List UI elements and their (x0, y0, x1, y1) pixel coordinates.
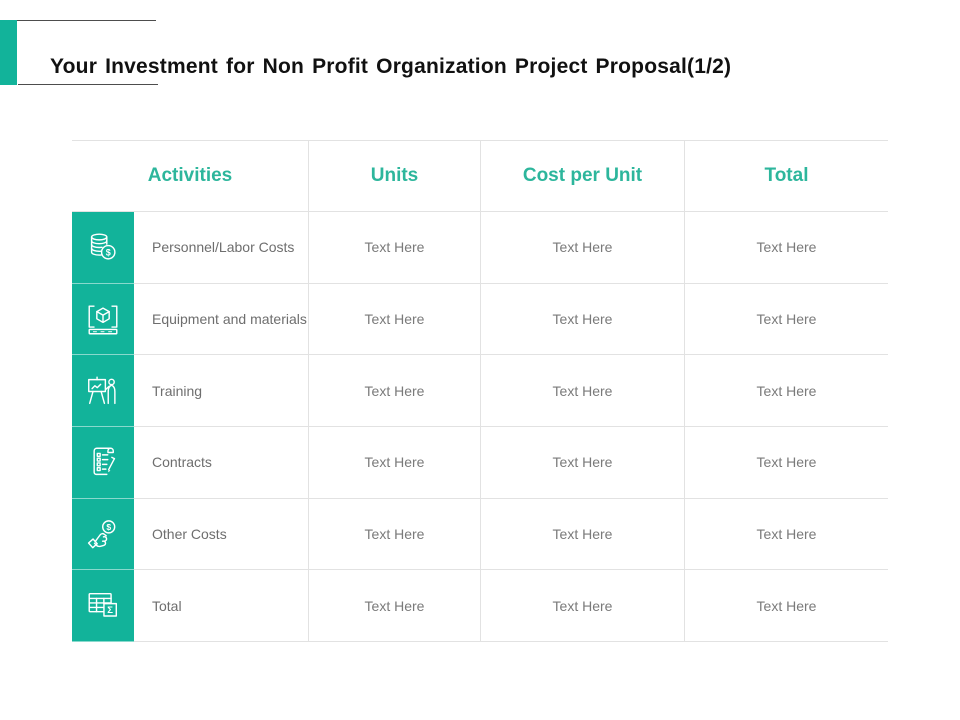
svg-text:Σ: Σ (107, 605, 113, 616)
activity-label: Contracts (152, 454, 212, 471)
table-row: Equipment and materials Text Here Text H… (72, 283, 888, 356)
investment-table: Activities Units Cost per Unit Total $ P… (72, 140, 888, 642)
column-header-cost-per-unit: Cost per Unit (480, 141, 684, 211)
activity-cell: Equipment and materials (72, 283, 308, 356)
equipment-machine-icon (88, 305, 118, 335)
cost-per-unit-cell: Text Here (480, 212, 684, 283)
units-cell: Text Here (308, 355, 480, 426)
total-cell: Text Here (684, 283, 888, 355)
total-cell: Text Here (684, 426, 888, 498)
total-cell: Text Here (684, 355, 888, 426)
column-header-total: Total (684, 141, 888, 211)
table-header-row: Activities Units Cost per Unit Total (72, 140, 888, 212)
row-icon-tile (72, 355, 134, 427)
table-body: $ Personnel/Labor Costs Text Here Text H… (72, 212, 888, 642)
cost-per-unit-cell: Text Here (480, 355, 684, 426)
activity-label: Training (152, 382, 203, 399)
row-icon-tile: $ (72, 212, 134, 284)
activity-label: Equipment and materials (152, 310, 307, 327)
total-cell: Text Here (684, 212, 888, 283)
row-icon-tile: Σ (72, 570, 134, 642)
column-header-units: Units (308, 141, 480, 211)
title-accent-bar (0, 20, 17, 85)
activity-cell: Σ Total (72, 570, 308, 642)
contract-scroll-icon (93, 447, 116, 476)
table-row: $ Personnel/Labor Costs Text Here Text H… (72, 212, 888, 284)
activity-cell: Contracts (72, 426, 308, 499)
activity-cell: $ Personnel/Labor Costs (72, 212, 308, 284)
title-rule-top (17, 20, 156, 21)
cost-per-unit-cell: Text Here (480, 498, 684, 570)
activity-label: Other Costs (152, 525, 227, 542)
activity-label: Personnel/Labor Costs (152, 239, 295, 256)
table-row: Training Text Here Text Here Text Here (72, 355, 888, 427)
table-row: $ Other Costs Text Here Text Here Text H… (72, 498, 888, 571)
units-cell: Text Here (308, 212, 480, 283)
units-cell: Text Here (308, 426, 480, 498)
title-block: Your Investment for Non Profit Organizat… (0, 20, 960, 85)
activity-cell: Training (72, 355, 308, 427)
cost-per-unit-cell: Text Here (480, 570, 684, 641)
title-rule-bottom (18, 84, 158, 85)
units-cell: Text Here (308, 283, 480, 355)
units-cell: Text Here (308, 498, 480, 570)
total-cell: Text Here (684, 498, 888, 570)
svg-text:$: $ (106, 522, 111, 532)
spreadsheet-sigma-icon: Σ (88, 592, 118, 617)
training-presenter-icon (88, 376, 116, 404)
activity-label: Total (152, 597, 182, 614)
coins-dollar-icon: $ (90, 233, 116, 260)
page-title: Your Investment for Non Profit Organizat… (50, 54, 732, 78)
units-cell: Text Here (308, 570, 480, 641)
table-row: Σ Total Text Here Text Here Text Here (72, 570, 888, 642)
total-cell: Text Here (684, 570, 888, 641)
cost-per-unit-cell: Text Here (480, 426, 684, 498)
row-icon-tile (72, 283, 134, 356)
hand-coin-icon: $ (87, 520, 116, 549)
row-icon-tile (72, 426, 134, 499)
activity-cell: $ Other Costs (72, 498, 308, 571)
svg-text:$: $ (106, 248, 111, 258)
column-header-activities: Activities (147, 165, 233, 186)
row-icon-tile: $ (72, 498, 134, 571)
table-row: Contracts Text Here Text Here Text Here (72, 426, 888, 499)
cost-per-unit-cell: Text Here (480, 283, 684, 355)
